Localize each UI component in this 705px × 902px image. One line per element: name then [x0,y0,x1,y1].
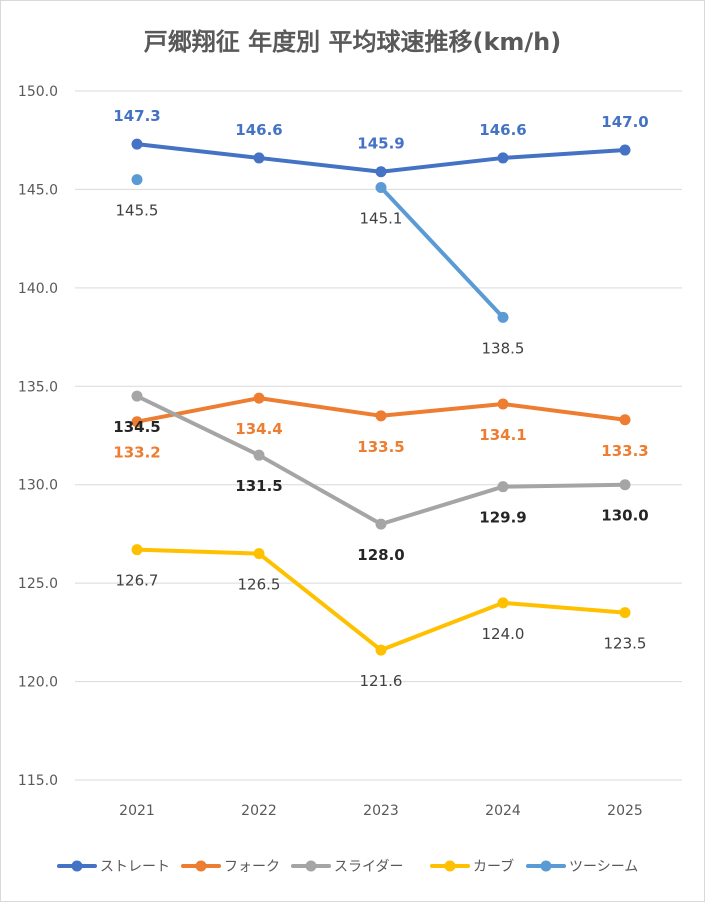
chart-title: 戸郷翔征 年度別 平均球速推移(km/h) [143,28,562,56]
data-label: 146.6 [479,121,526,139]
series-0 [131,138,631,178]
data-labels-0: 147.3 146.6 145.9 146.6 147.0 [113,107,648,153]
data-label: 134.5 [113,418,160,436]
data-point [619,607,631,619]
y-tick-label: 145.0 [18,182,58,198]
data-label: 133.2 [113,444,160,462]
x-tick-label: 2025 [607,803,643,819]
data-label: 145.9 [357,135,404,153]
data-labels-1: 133.2 134.4 133.5 134.1 133.3 [113,420,648,462]
data-label: 130.0 [601,507,648,525]
y-tick-label: 115.0 [18,773,58,789]
data-point [131,174,143,186]
data-point [497,311,509,323]
data-label: 133.3 [601,442,648,460]
data-point [131,138,143,150]
data-point [375,181,387,193]
legend-marker [71,860,83,872]
x-tick-label: 2024 [485,803,521,819]
data-point [497,398,509,410]
data-label: 133.5 [357,438,404,456]
data-point [131,390,143,402]
legend-label: ストレート [100,859,170,875]
x-tick-label: 2021 [119,803,155,819]
data-label: 121.6 [360,672,403,690]
data-point [131,416,143,428]
data-point [497,152,509,164]
legend-item: ストレート [57,859,170,875]
legend-label: フォーク [224,859,280,875]
data-point [375,518,387,530]
legend-item: フォーク [181,859,280,875]
data-label: 146.6 [235,121,282,139]
legend: ストレート フォーク スライダー カーブ ツーシーム [57,858,638,875]
x-tick-label: 2022 [241,803,277,819]
series-3 [131,544,631,656]
data-labels-3: 126.7 126.5 121.6 124.0 123.5 [116,572,647,690]
series-4 [131,174,509,323]
legend-label: ツーシーム [569,859,638,875]
data-point [619,479,631,491]
legend-marker [195,860,207,872]
data-point [497,597,509,609]
data-labels-4: 145.5 145.1 138.5 [116,202,525,358]
data-label: 147.0 [601,113,648,131]
legend-label: カーブ [473,858,514,875]
data-label: 131.5 [235,477,282,495]
data-point [253,548,265,560]
y-tick-label: 125.0 [18,576,58,592]
y-tick-label: 135.0 [18,379,58,395]
series-1 [131,392,631,428]
legend-item: ツーシーム [526,859,638,875]
data-point [253,449,265,461]
data-point [253,152,265,164]
legend-item: カーブ [430,858,514,875]
legend-item: スライダー [291,859,403,875]
data-label: 147.3 [113,107,160,125]
data-label: 124.0 [482,625,525,643]
data-point [375,166,387,178]
data-label: 128.0 [357,546,404,564]
x-axis: 2021 2022 2023 2024 2025 [119,803,643,819]
series-line [135,547,627,653]
y-tick-label: 120.0 [18,675,58,691]
data-point [375,644,387,656]
data-labels-2: 134.5 131.5 128.0 129.9 130.0 [113,418,648,564]
data-label: 134.1 [479,426,526,444]
data-label: 126.7 [116,572,159,590]
series-line [379,185,505,320]
data-label: 145.5 [116,202,159,220]
series-2 [131,390,631,530]
legend-marker [540,860,552,872]
legend-marker [305,860,317,872]
x-tick-label: 2023 [363,803,399,819]
data-point [497,481,509,493]
data-label: 126.5 [238,576,281,594]
legend-label: スライダー [334,859,403,875]
gridlines: 115.0 120.0 125.0 130.0 135.0 140.0 145.0 150.0 [18,84,682,789]
y-tick-label: 130.0 [18,478,58,494]
data-label: 129.9 [479,509,526,527]
y-tick-label: 140.0 [18,281,58,297]
data-point [619,144,631,156]
y-tick-label: 150.0 [18,84,58,100]
data-label: 123.5 [604,635,647,653]
data-label: 138.5 [482,339,525,357]
data-point [375,410,387,422]
legend-marker [444,860,456,872]
data-label: 145.1 [360,209,403,227]
data-point [619,414,631,426]
data-point [253,392,265,404]
data-point [131,544,143,556]
data-label: 134.4 [235,420,282,438]
